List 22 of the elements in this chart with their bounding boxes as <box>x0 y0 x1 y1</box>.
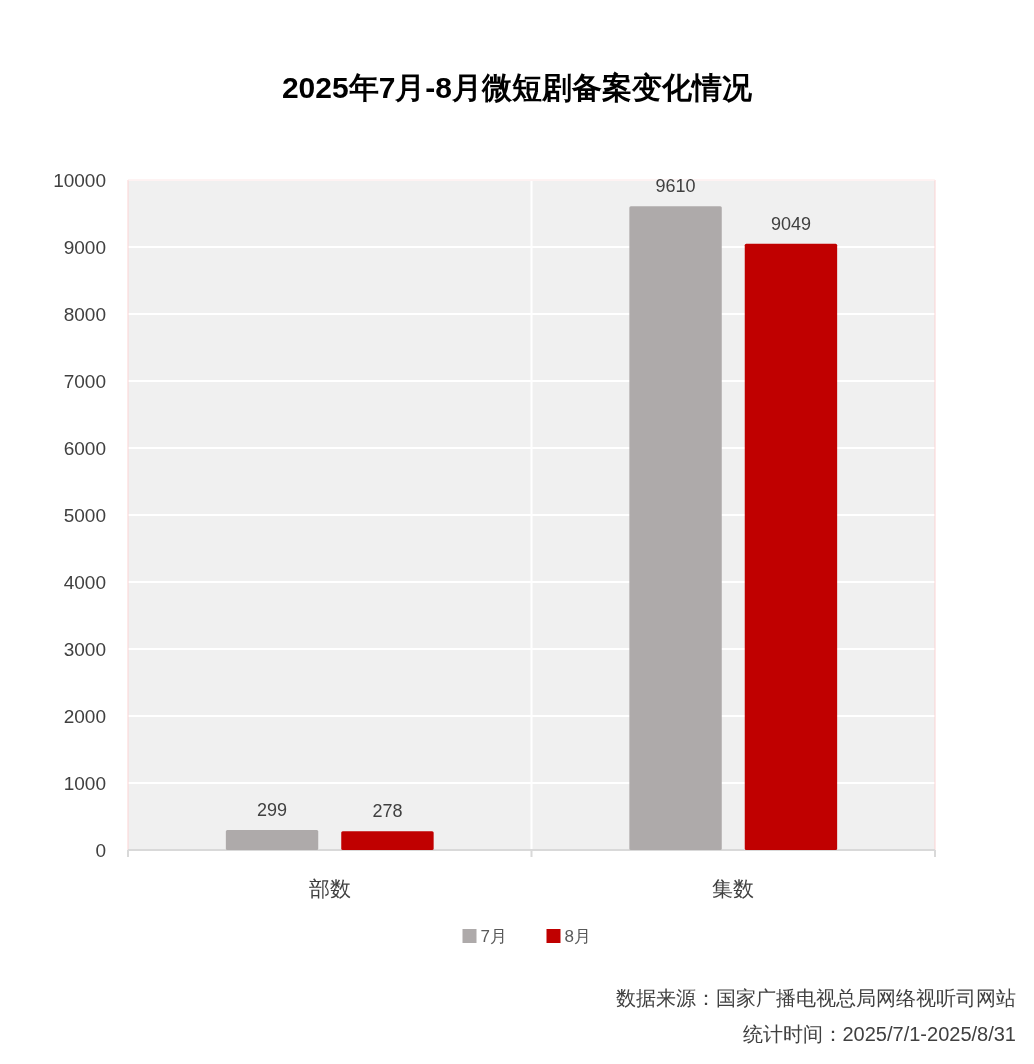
y-tick-label: 9000 <box>63 236 106 258</box>
legend-label: 7月 <box>480 926 507 946</box>
y-tick-label: 3000 <box>63 638 106 660</box>
x-tick-label: 部数 <box>308 876 351 900</box>
y-tick-label: 6000 <box>63 437 106 459</box>
data-label: 299 <box>257 799 288 820</box>
y-tick-label: 2000 <box>63 705 106 727</box>
annotation: 数据来源：国家广播电视总局网络视听司网站 <box>616 987 1016 1009</box>
y-tick-label: 4000 <box>63 571 106 593</box>
y-tick-label: 10000 <box>53 169 106 191</box>
x-tick-label: 集数 <box>712 876 755 900</box>
legend-label: 8月 <box>564 926 591 946</box>
data-label: 278 <box>372 801 403 822</box>
y-tick-label: 8000 <box>63 303 106 325</box>
title: 2025年7月-8月微短剧备案变化情况 <box>281 71 753 104</box>
y-tick-label: 1000 <box>63 772 106 794</box>
y-tick-label: 5000 <box>63 504 106 526</box>
y-tick-label: 7000 <box>63 370 106 392</box>
y-tick-label: 0 <box>95 839 106 861</box>
data-label: 9049 <box>770 213 811 234</box>
data-label: 9610 <box>655 176 696 197</box>
annotation: 统计时间：2025/7/1-2025/8/31 <box>742 1023 1016 1045</box>
